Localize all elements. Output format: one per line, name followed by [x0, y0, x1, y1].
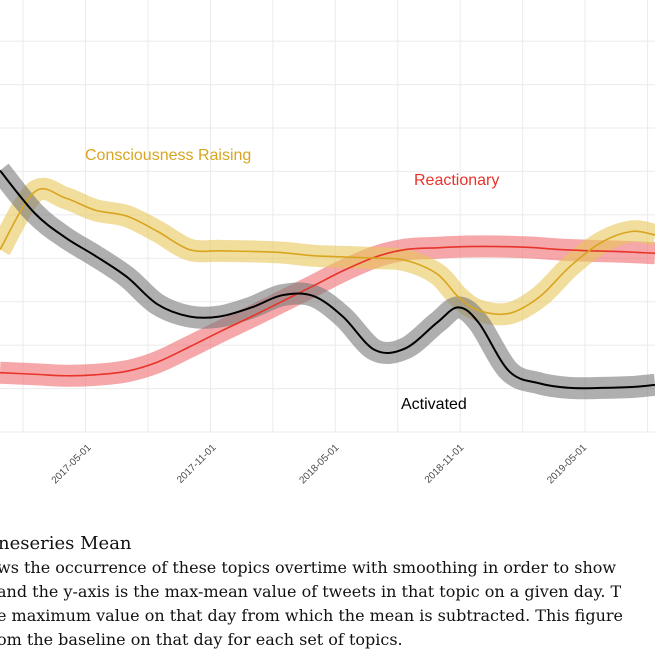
figure-caption: neseries Mean ws the occurrence of these…: [0, 532, 655, 652]
line-consciousness-raising: [0, 187, 655, 316]
label-reactionary: Reactionary: [414, 172, 499, 189]
series-lines: [0, 169, 655, 390]
caption-title: neseries Mean: [0, 533, 132, 554]
caption-line-3: e maximum value on that day from which t…: [0, 606, 623, 625]
label-activated: Activated: [401, 396, 467, 413]
line-reactionary: [0, 245, 655, 377]
line-activated: [0, 169, 655, 390]
caption-line-2: and the y-axis is the max-mean value of …: [0, 582, 622, 601]
label-consciousness-raising: Consciousness Raising: [85, 147, 251, 164]
caption-line-4: om the baseline on that day for each set…: [0, 630, 403, 649]
timeseries-chart: 2017-05-01 2017-11-01 2018-05-01 2018-11-01…: [0, 0, 655, 487]
caption-line-1: ws the occurrence of these topics overti…: [0, 558, 617, 577]
